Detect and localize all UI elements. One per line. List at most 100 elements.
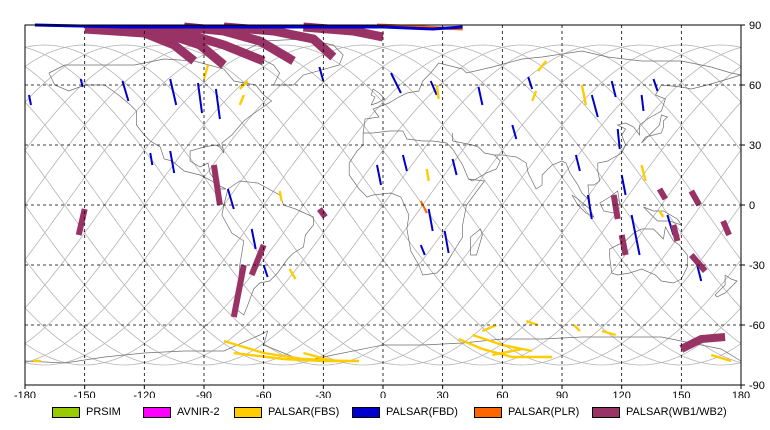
x-tick-label: -120 (133, 390, 155, 398)
swath-palsar-fbd (262, 264, 269, 278)
swath-palsar-fbd (477, 86, 484, 106)
swath-palsar-wb (210, 164, 223, 206)
swath-palsar-fbd (640, 94, 645, 112)
swath-palsar-fbd (376, 164, 382, 186)
legend: PRSIM AVNIR-2 PALSAR(FBS) PALSAR(FBD) PA… (0, 398, 770, 430)
coastline (470, 228, 483, 256)
swath-palsar-fbd (574, 154, 581, 172)
swath-palsar-fbs (601, 329, 617, 337)
swath-palsar-fbs (435, 84, 440, 100)
swath-palsar-fbd (610, 80, 617, 98)
legend-label-palsar-fbd: PALSAR(FBD) (386, 406, 458, 418)
legend-label-palsar-fbs: PALSAR(FBS) (268, 406, 340, 418)
swath-palsar-fbs (640, 164, 647, 182)
swath-palsar-fbd (79, 78, 84, 88)
swath-palsar-wb (84, 24, 197, 65)
swath-palsar-wb (688, 189, 702, 207)
swath-palsar-wb (670, 224, 681, 242)
swath-palsar-fbd (616, 128, 621, 150)
x-tick-label: 60 (496, 390, 508, 398)
y-axis-ticks: 90 60 30 0 -30 -60 -90 (741, 20, 765, 392)
legend-label-palsar-plr: PALSAR(PLR) (508, 406, 580, 418)
legend-swatch-palsar-fbs (234, 406, 262, 418)
coastline (348, 130, 486, 276)
y-tick-label: 90 (749, 20, 761, 32)
x-tick-label: 180 (732, 390, 750, 398)
legend-item-palsar-fbd: PALSAR(FBD) (352, 404, 458, 420)
swath-palsar-fbs (238, 94, 245, 106)
coastline (641, 114, 669, 144)
swath-palsar-fbd (197, 82, 203, 114)
coastline (370, 88, 386, 106)
swath-palsar-wb (223, 22, 337, 61)
world-map[interactable]: -180 -150 -120 -90 -60 -30 0 30 60 90 120 150 180 90… (0, 0, 770, 398)
grid-lines (25, 25, 741, 385)
y-tick-label: 0 (749, 200, 755, 212)
x-tick-label: 0 (380, 390, 386, 398)
swath-palsar-fbd (226, 188, 235, 210)
coastlines (24, 38, 742, 364)
swath-palsar-fbs (537, 60, 548, 72)
swath-palsar-fbs (531, 90, 538, 102)
legend-swatch-avnir2 (143, 406, 171, 418)
swath-palsar-fbd (401, 154, 408, 172)
x-tick-label: -180 (14, 390, 36, 398)
x-tick-label: 30 (437, 390, 449, 398)
swath-palsar-fbd (169, 78, 178, 106)
legend-label-prsim: PRSIM (86, 406, 121, 418)
x-tick-label: -60 (256, 390, 272, 398)
swath-palsar-wb (656, 187, 668, 201)
swath-palsar-fbs (458, 337, 553, 359)
swath-palsar-plr (419, 200, 428, 214)
swath-palsar-wb (183, 22, 296, 65)
x-axis-ticks: -180 -150 -120 -90 -60 -30 0 30 60 90 120 150 180 (14, 385, 750, 398)
swath-palsar-fbd (390, 72, 402, 94)
swath-palsar-fbd (214, 88, 221, 120)
x-tick-label: 120 (612, 390, 630, 398)
swath-palsar-fbd (318, 66, 325, 82)
swath-palsar-fbd (527, 76, 534, 90)
swath-palsar-fbs (710, 353, 732, 363)
swath-palsar-fbs (525, 319, 539, 327)
swath-palsar-fbd (149, 152, 154, 166)
swath-palsar-fbd (28, 94, 32, 106)
swath-palsar-fbd (511, 124, 518, 140)
swath-palsar-fbd (429, 80, 438, 96)
swath-palsar-fbs (573, 324, 581, 332)
swath-palsar-fbd (250, 228, 257, 250)
x-tick-label: -150 (74, 390, 96, 398)
swath-palsar-wb (248, 243, 267, 277)
x-tick-label: 150 (672, 390, 690, 398)
legend-label-avnir2: AVNIR-2 (177, 406, 220, 418)
swath-palsar-wb (316, 207, 328, 219)
coastline (221, 180, 314, 316)
swath-palsar-fbd (169, 150, 176, 174)
legend-swatch-palsar-fbd (352, 406, 380, 418)
swath-palsar-fbs (202, 64, 210, 80)
legend-label-palsar-wb: PALSAR(WB1/WB2) (626, 406, 727, 418)
coastline (452, 133, 501, 182)
coastline (643, 206, 683, 226)
legend-item-avnir2: AVNIR-2 (143, 404, 220, 420)
swath-palsar-wb (679, 333, 726, 353)
swath-palsar-fbs (481, 323, 497, 333)
legend-item-prsim: PRSIM (52, 404, 121, 420)
legend-swatch-palsar-plr (474, 406, 502, 418)
y-tick-label: -60 (749, 320, 765, 332)
y-tick-label: 60 (749, 80, 761, 92)
swath-palsar-fbd (586, 194, 593, 220)
x-tick-label: -90 (196, 390, 212, 398)
swath-palsar-wb (720, 219, 732, 237)
swath-palsar-wb (618, 234, 629, 256)
x-tick-label: 90 (556, 390, 568, 398)
map-panel: -180 -150 -120 -90 -60 -30 0 30 60 90 120 150 180 90… (0, 0, 770, 398)
coastline (24, 330, 742, 364)
y-tick-label: -90 (749, 380, 765, 392)
swath-palsar-fbd (696, 264, 703, 282)
swath-palsar-fbs (233, 351, 360, 363)
swath-palsar-fbd (419, 244, 426, 256)
coastline (362, 50, 742, 134)
swath-palsar-fbs (580, 84, 588, 106)
swath-palsar-wb (230, 264, 247, 318)
swath-palsar-fbd (620, 174, 627, 196)
